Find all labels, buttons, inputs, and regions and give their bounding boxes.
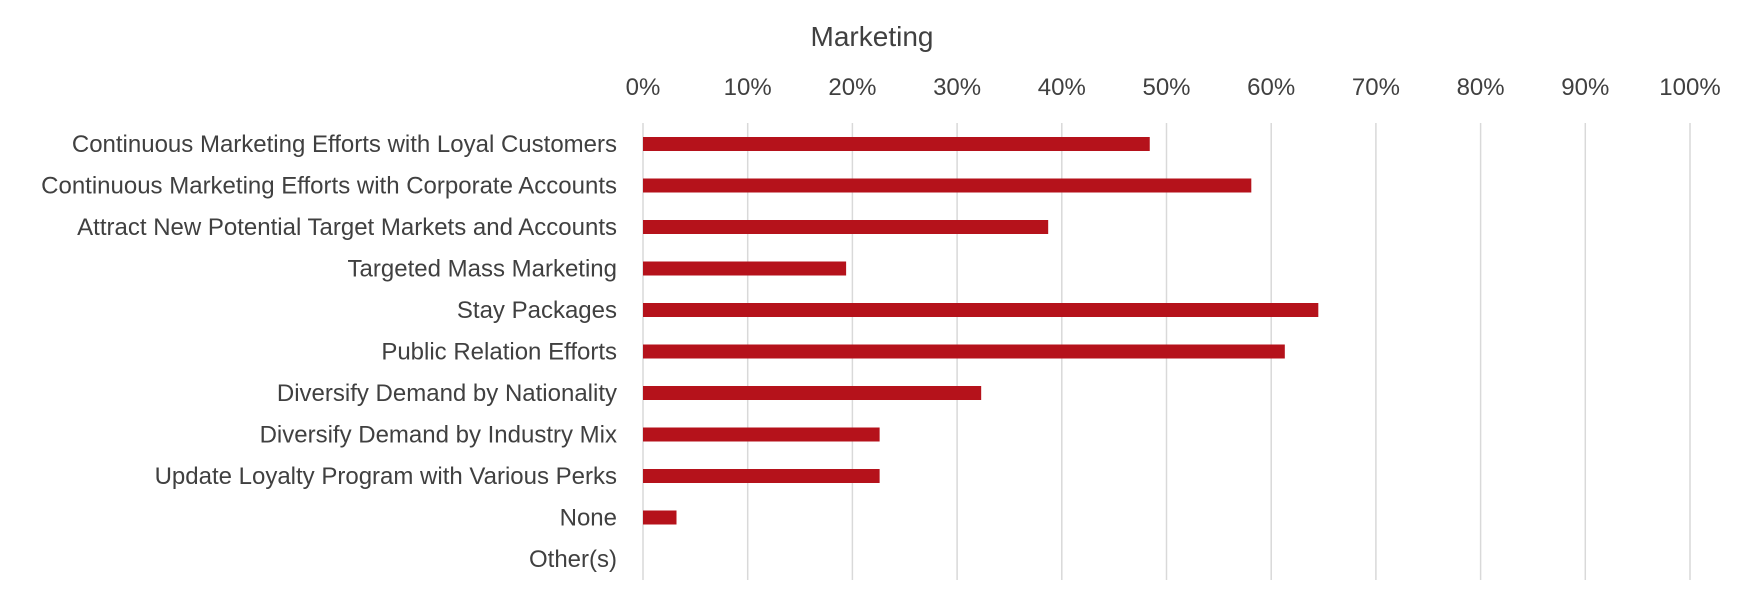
- x-tick-label: 0%: [626, 74, 661, 101]
- x-tick-label: 90%: [1561, 74, 1609, 101]
- x-axis-tick-labels: 0% 10% 20% 30% 40% 50% 60% 70% 80% 90% 100%: [626, 74, 1721, 101]
- bar: [643, 137, 1150, 151]
- bars: [643, 137, 1319, 525]
- bar: [643, 303, 1319, 317]
- x-tick-label: 30%: [933, 74, 981, 101]
- x-tick-label: 60%: [1247, 74, 1295, 101]
- x-tick-label: 80%: [1457, 74, 1505, 101]
- bar: [643, 386, 982, 400]
- bar: [643, 178, 1252, 193]
- bar: [643, 469, 880, 483]
- x-tick-label: 70%: [1352, 74, 1400, 101]
- category-label: None: [560, 505, 617, 532]
- chart-title: Marketing: [811, 21, 934, 52]
- category-label: Continuous Marketing Efforts with Corpor…: [41, 173, 617, 200]
- category-label: Diversify Demand by Industry Mix: [260, 422, 617, 449]
- category-labels: Continuous Marketing Efforts with Loyal …: [41, 131, 617, 573]
- category-label: Diversify Demand by Nationality: [277, 380, 617, 407]
- category-label: Other(s): [529, 546, 617, 573]
- category-label: Attract New Potential Target Markets and…: [77, 214, 617, 241]
- x-tick-label: 10%: [724, 74, 772, 101]
- bar: [643, 510, 677, 525]
- category-label: Update Loyalty Program with Various Perk…: [155, 463, 617, 490]
- bar: [643, 344, 1285, 359]
- category-label: Stay Packages: [457, 297, 617, 324]
- category-label: Continuous Marketing Efforts with Loyal …: [72, 131, 617, 158]
- x-tick-label: 40%: [1038, 74, 1086, 101]
- bar: [643, 261, 847, 276]
- x-tick-label: 20%: [828, 74, 876, 101]
- bar: [643, 220, 1049, 234]
- category-label: Public Relation Efforts: [381, 339, 617, 366]
- x-tick-label: 100%: [1659, 74, 1720, 101]
- category-label: Targeted Mass Marketing: [348, 256, 617, 283]
- x-tick-label: 50%: [1142, 74, 1190, 101]
- bar: [643, 427, 880, 442]
